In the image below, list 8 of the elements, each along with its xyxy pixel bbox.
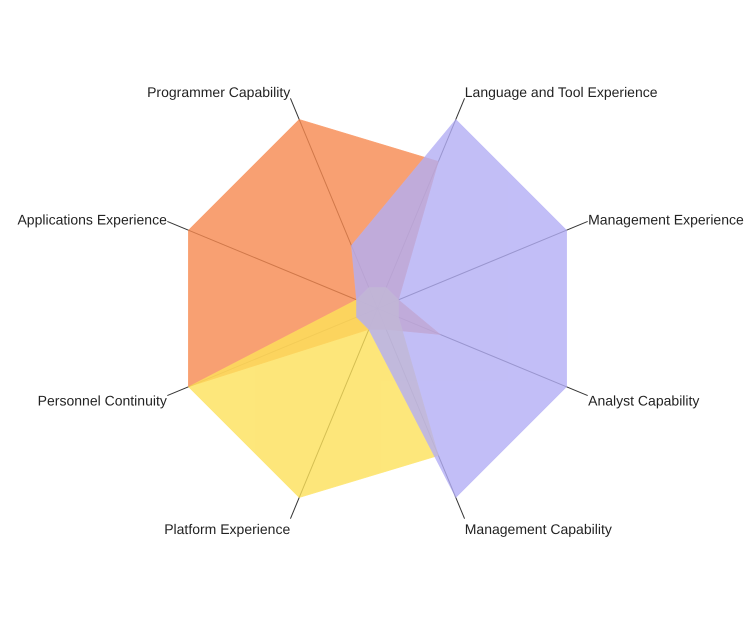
spoke-label: Analyst Capability <box>588 392 700 409</box>
spoke-label: Management Experience <box>588 212 744 228</box>
spoke-label: Programmer Capability <box>147 84 290 100</box>
spoke-label: Platform Experience <box>164 520 290 537</box>
spoke-label: Applications Experience <box>17 212 168 228</box>
spoke-label: Management Capability <box>464 520 612 537</box>
spoke-label: Language and Tool Experience <box>464 84 658 100</box>
spoke-label: Personnel Continuity <box>38 392 167 409</box>
